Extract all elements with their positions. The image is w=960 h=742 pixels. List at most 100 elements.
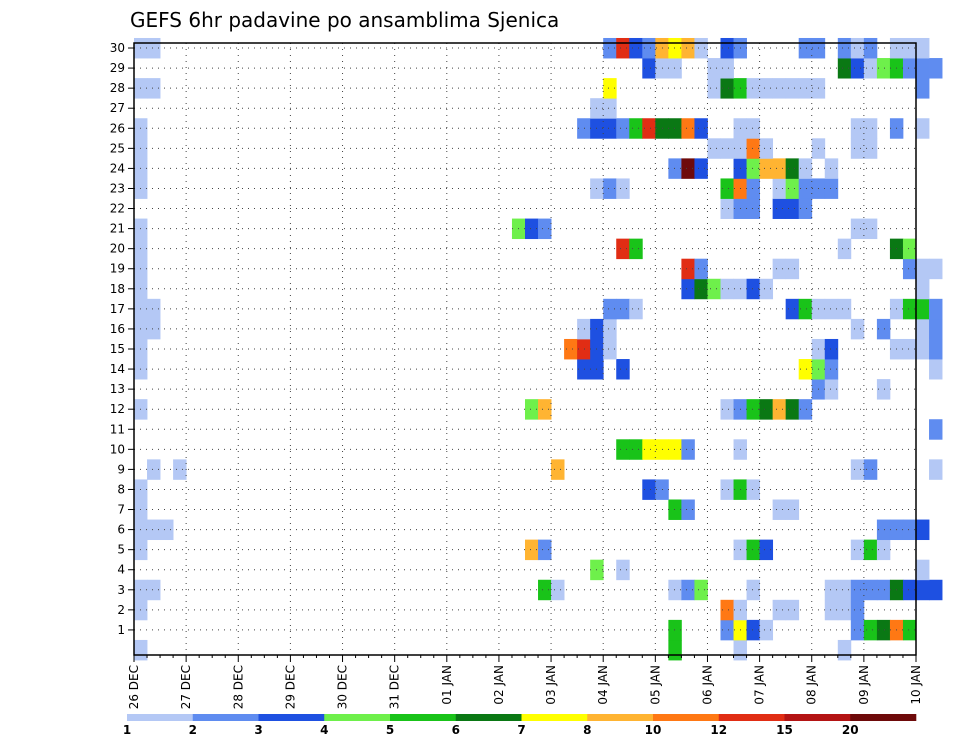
heatmap-cell xyxy=(916,58,930,79)
y-tick-label: 9 xyxy=(117,462,125,476)
heatmap-cell xyxy=(147,78,161,99)
heatmap-cell xyxy=(173,459,187,480)
heatmap-cell xyxy=(824,379,839,400)
y-tick-label: 28 xyxy=(110,81,125,95)
heatmap-cell xyxy=(720,599,734,621)
x-tick-label: 31 DEC xyxy=(388,665,402,709)
legend-swatch xyxy=(127,714,194,721)
heatmap-cell xyxy=(629,118,643,139)
heatmap-cell xyxy=(929,338,943,360)
heatmap-cell xyxy=(772,198,787,219)
heatmap-cell xyxy=(746,479,760,500)
heatmap-cell xyxy=(876,58,891,79)
y-tick-label: 4 xyxy=(117,563,125,577)
heatmap-cell xyxy=(681,278,695,300)
y-tick-label: 29 xyxy=(110,61,125,75)
heatmap-cell xyxy=(603,318,617,340)
heatmap-cell xyxy=(798,359,813,380)
heatmap-cell xyxy=(603,178,617,199)
heatmap-cell xyxy=(551,579,565,601)
heatmap-cell xyxy=(603,78,617,99)
heatmap-cell xyxy=(668,118,682,139)
legend-label: 20 xyxy=(842,723,859,737)
y-tick-label: 22 xyxy=(110,202,125,216)
color-legend: 1 2 3 4 5 6 7 8 10 12 15 20 xyxy=(123,714,917,737)
y-axis: 1234567891011121314151617181920212223242… xyxy=(110,41,134,637)
heatmap-cell xyxy=(916,519,930,541)
heatmap-cell xyxy=(916,258,930,280)
heatmap-cell xyxy=(798,78,813,99)
heatmap-cell xyxy=(616,439,630,460)
legend-label: 5 xyxy=(386,723,394,737)
heatmap-cell xyxy=(694,579,708,601)
legend-label: 4 xyxy=(320,723,328,737)
y-tick-label: 13 xyxy=(110,382,125,396)
heatmap-cell xyxy=(525,399,539,420)
heatmap-cell xyxy=(902,258,917,280)
heatmap-cells xyxy=(134,37,943,661)
heatmap-cell xyxy=(746,198,760,219)
y-tick-label: 1 xyxy=(117,623,125,637)
heatmap-cell xyxy=(916,559,930,581)
heatmap-cell xyxy=(759,78,774,99)
legend-swatch xyxy=(258,714,325,721)
heatmap-cell xyxy=(668,639,682,661)
heatmap-cell xyxy=(785,78,800,99)
heatmap-cell xyxy=(876,619,891,641)
heatmap-cell xyxy=(707,58,721,79)
legend-label: 8 xyxy=(583,723,591,737)
heatmap-cell xyxy=(577,318,591,340)
y-tick-label: 5 xyxy=(117,543,125,557)
x-tick-label: 26 DEC xyxy=(127,665,141,709)
heatmap-cell xyxy=(916,37,930,59)
legend-swatch xyxy=(390,714,457,721)
heatmap-cell xyxy=(916,78,930,99)
heatmap-cell xyxy=(850,218,865,240)
heatmap-cell xyxy=(668,499,682,520)
y-tick-label: 17 xyxy=(110,302,125,316)
heatmap-cell xyxy=(916,338,930,360)
heatmap-cell xyxy=(916,118,930,139)
heatmap-cell xyxy=(759,539,774,561)
heatmap-cell xyxy=(746,178,760,199)
heatmap-cell xyxy=(798,158,813,179)
heatmap-cell xyxy=(837,37,852,59)
y-tick-label: 25 xyxy=(110,141,125,155)
legend-label: 12 xyxy=(710,723,727,737)
heatmap-cell xyxy=(642,439,656,460)
heatmap-cell xyxy=(772,499,787,520)
y-tick-label: 16 xyxy=(110,322,125,336)
heatmap-cell xyxy=(551,459,565,480)
heatmap-cell xyxy=(929,359,943,380)
y-tick-label: 18 xyxy=(110,282,125,296)
heatmap-cell xyxy=(850,37,865,59)
y-tick-label: 20 xyxy=(110,242,125,256)
heatmap-cell xyxy=(902,338,917,360)
heatmap-cell xyxy=(147,579,161,601)
heatmap-cell xyxy=(642,479,656,500)
heatmap-cell xyxy=(772,178,787,199)
heatmap-cell xyxy=(134,639,148,661)
heatmap-cell xyxy=(707,138,721,159)
heatmap-cell xyxy=(785,399,800,420)
x-tick-label: 28 DEC xyxy=(231,665,245,709)
heatmap-cell xyxy=(785,198,800,219)
heatmap-cell xyxy=(772,399,787,420)
heatmap-cell xyxy=(902,238,917,260)
heatmap-cell xyxy=(681,579,695,601)
heatmap-cell xyxy=(863,459,878,480)
x-axis: 26 DEC 27 DEC 28 DEC 29 DEC 30 DEC 31 DEC 01 J… xyxy=(127,655,923,709)
x-tick-label: 06 JAN xyxy=(700,665,714,705)
heatmap-cell xyxy=(746,118,760,139)
x-tick-label: 04 JAN xyxy=(596,665,610,705)
heatmap-cell xyxy=(525,539,539,561)
chart-title: GEFS 6hr padavine po ansamblima Sjenica xyxy=(130,8,559,32)
heatmap-cell xyxy=(720,399,734,420)
legend-swatch xyxy=(455,714,522,721)
heatmap-cell xyxy=(668,579,682,601)
heatmap-cell xyxy=(850,459,865,480)
x-tick-label: 07 JAN xyxy=(753,665,767,705)
heatmap-cell xyxy=(929,579,943,601)
y-tick-label: 11 xyxy=(110,422,125,436)
heatmap-cell xyxy=(929,298,943,320)
